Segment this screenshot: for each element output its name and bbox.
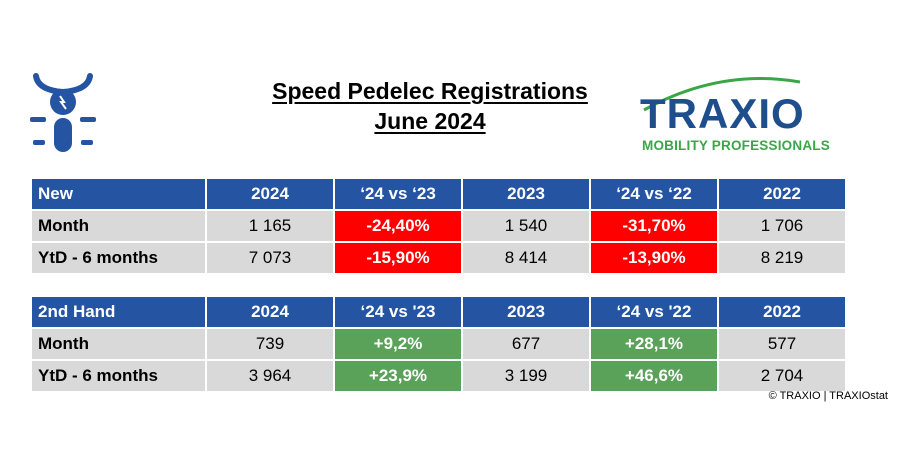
table-row: Month 1 165 -24,40% 1 540 -31,70% 1 706 — [30, 209, 847, 243]
value-2024: 739 — [205, 327, 335, 361]
column-header-2022: 2022 — [717, 177, 847, 211]
table-row: Month 739 +9,2% 677 +28,1% 577 — [30, 327, 847, 361]
table-row: YtD - 6 months 3 964 +23,9% 3 199 +46,6%… — [30, 359, 847, 393]
title-line-1: Speed Pedelec Registrations — [272, 78, 588, 104]
value-2023: 677 — [461, 327, 591, 361]
row-label: YtD - 6 months — [30, 359, 207, 393]
table-title: New — [30, 177, 207, 211]
column-header-2023: 2023 — [461, 295, 591, 329]
column-header-2023: 2023 — [461, 177, 591, 211]
row-label: Month — [30, 327, 207, 361]
change-vs-2023: -24,40% — [333, 209, 463, 243]
change-vs-2023: +9,2% — [333, 327, 463, 361]
column-header-24-vs-22: ‘24 vs ‘22 — [589, 177, 719, 211]
change-vs-2023: -15,90% — [333, 241, 463, 275]
value-2022: 8 219 — [717, 241, 847, 275]
change-vs-2022: +46,6% — [589, 359, 719, 393]
column-header-2024: 2024 — [205, 295, 335, 329]
second-hand-registrations-table: 2nd Hand 2024 ‘24 vs '23 2023 ‘24 vs '22… — [30, 295, 847, 393]
logo-wordmark: TRAXIO — [640, 90, 805, 137]
table-header-row: New 2024 ‘24 vs ‘23 2023 ‘24 vs ‘22 2022 — [30, 177, 847, 211]
column-header-2022: 2022 — [717, 295, 847, 329]
value-2024: 3 964 — [205, 359, 335, 393]
table-header-row: 2nd Hand 2024 ‘24 vs '23 2023 ‘24 vs '22… — [30, 295, 847, 329]
title-line-2: June 2024 — [374, 108, 486, 134]
change-vs-2022: -13,90% — [589, 241, 719, 275]
logo-tagline: MOBILITY PROFESSIONALS — [642, 138, 830, 153]
new-registrations-table: New 2024 ‘24 vs ‘23 2023 ‘24 vs ‘22 2022… — [30, 177, 847, 275]
copyright-notice: © TRAXIO | TRAXIOstat — [768, 390, 888, 402]
value-2024: 7 073 — [205, 241, 335, 275]
column-header-24-vs-23: ‘24 vs ‘23 — [333, 177, 463, 211]
value-2024: 1 165 — [205, 209, 335, 243]
change-vs-2023: +23,9% — [333, 359, 463, 393]
value-2022: 2 704 — [717, 359, 847, 393]
column-header-24-vs-23: ‘24 vs '23 — [333, 295, 463, 329]
column-header-2024: 2024 — [205, 177, 335, 211]
row-label: Month — [30, 209, 207, 243]
value-2023: 1 540 — [461, 209, 591, 243]
change-vs-2022: -31,70% — [589, 209, 719, 243]
value-2022: 1 706 — [717, 209, 847, 243]
value-2022: 577 — [717, 327, 847, 361]
table-title: 2nd Hand — [30, 295, 207, 329]
speed-pedelec-rider-icon — [28, 68, 98, 154]
traxio-logo: TRAXIO MOBILITY PROFESSIONALS — [640, 74, 850, 160]
value-2023: 8 414 — [461, 241, 591, 275]
table-row: YtD - 6 months 7 073 -15,90% 8 414 -13,9… — [30, 241, 847, 275]
row-label: YtD - 6 months — [30, 241, 207, 275]
column-header-24-vs-22: ‘24 vs '22 — [589, 295, 719, 329]
change-vs-2022: +28,1% — [589, 327, 719, 361]
value-2023: 3 199 — [461, 359, 591, 393]
page-title: Speed Pedelec Registrations June 2024 — [220, 76, 640, 136]
